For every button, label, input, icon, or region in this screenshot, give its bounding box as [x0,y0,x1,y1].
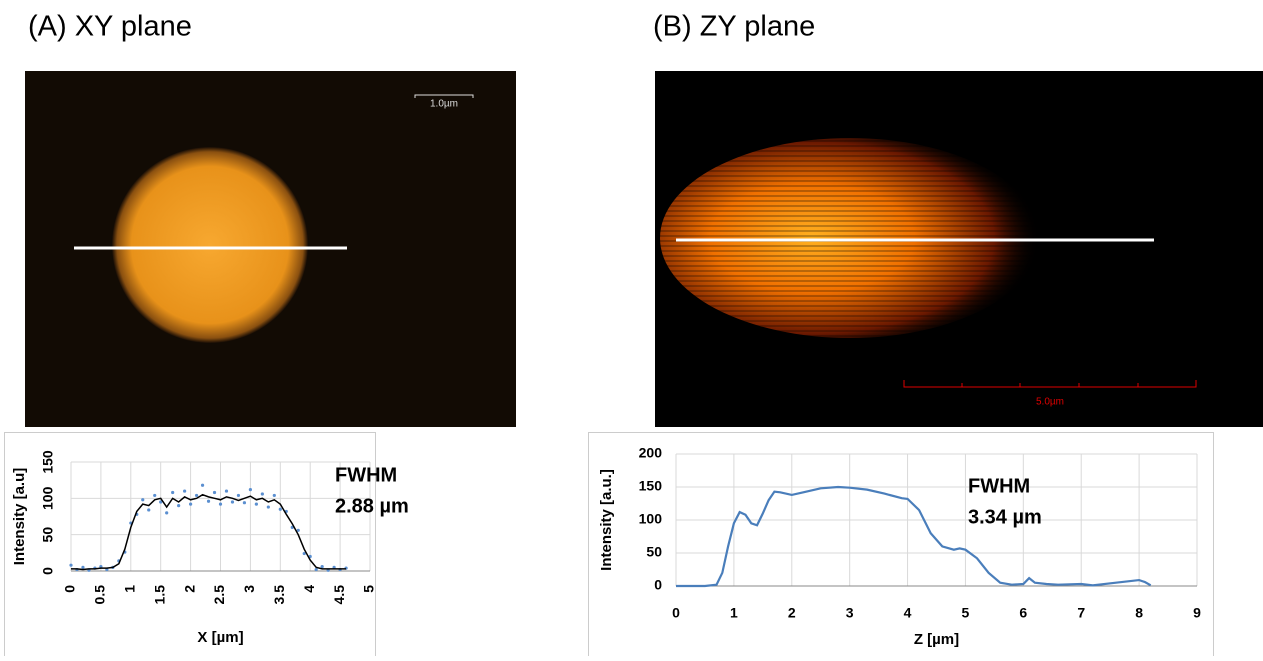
scale-bar [903,380,1197,388]
data-point [266,505,270,509]
x-tick-label: 3.5 [271,585,287,605]
data-point [153,493,157,498]
y-tick-label: 150 [40,450,56,474]
x-tick-label: 5 [361,585,377,593]
scale-label: 1.0µm [430,99,458,110]
data-point [296,528,300,532]
x-tick-label: 3 [241,585,257,593]
x-tick-label: 4.5 [331,585,347,605]
y-axis-label: Intensity [a.u.] [598,469,615,571]
x-axis-label: Z [µm] [914,631,959,648]
data-point [165,511,169,515]
panel-title: (A) XY plane [28,11,192,43]
data-point [272,493,276,498]
data-point [218,502,223,506]
scale-bar [414,94,474,98]
data-point [224,489,229,493]
x-tick-label: 2.5 [211,585,227,605]
data-point [194,493,199,498]
x-tick-label: 4 [904,605,912,621]
x-tick-label: 8 [1135,605,1143,621]
annotation: FWHM [335,464,397,486]
x-tick-label: 6 [1019,605,1027,621]
data-point [200,483,205,487]
x-tick-label: 3 [846,605,854,621]
data-point [236,493,241,498]
x-tick-label: 1 [122,585,138,593]
y-tick-label: 0 [40,567,56,575]
scale-label: 5.0µm [1036,397,1064,408]
y-tick-label: 50 [646,544,662,560]
data-point [242,501,247,505]
x-tick-label: 2 [181,585,197,593]
x-tick-label: 5 [962,605,970,621]
annotation: 3.34 µm [968,506,1042,528]
data-point [254,502,258,506]
x-tick-label: 1 [730,605,738,621]
noise [655,71,1263,427]
annotation: FWHM [968,475,1030,497]
data-point [81,565,85,569]
data-point [302,551,306,556]
data-point [206,499,211,503]
chart-frame [4,432,376,661]
y-tick-label: 150 [639,478,663,494]
panel-title: (B) ZY plane [653,11,815,43]
chart-frame [588,432,1214,661]
x-tick-label: 4 [301,585,317,593]
data-point [189,502,193,506]
data-point [69,563,73,567]
data-point [183,489,187,493]
x-tick-label: 2 [788,605,796,621]
annotation: 2.88 µm [335,495,409,517]
data-point [141,498,145,502]
data-point [248,488,252,492]
y-axis-label: Intensity [a.u] [11,468,28,566]
data-point [171,490,175,495]
bead [112,147,308,343]
y-tick-label: 200 [639,445,663,461]
x-tick-label: 9 [1193,605,1201,621]
data-point [320,565,324,569]
data-point [212,490,217,495]
data-point [147,508,151,512]
data-point [159,500,163,504]
x-tick-label: 0 [62,585,78,593]
data-point [177,504,181,508]
y-tick-label: 100 [40,486,56,510]
data-point [314,567,318,572]
x-tick-label: 7 [1077,605,1085,621]
y-tick-label: 0 [654,577,662,593]
x-axis-label: X [µm] [197,629,243,646]
data-point [260,492,264,496]
data-point [278,507,282,511]
x-tick-label: 1.5 [151,585,167,605]
x-tick-label: 0 [672,605,680,621]
x-tick-label: 0.5 [92,585,108,605]
data-line [71,493,347,571]
data-point [230,500,235,504]
y-tick-label: 100 [639,511,663,527]
y-tick-label: 50 [40,527,56,543]
data-line [676,485,1152,588]
